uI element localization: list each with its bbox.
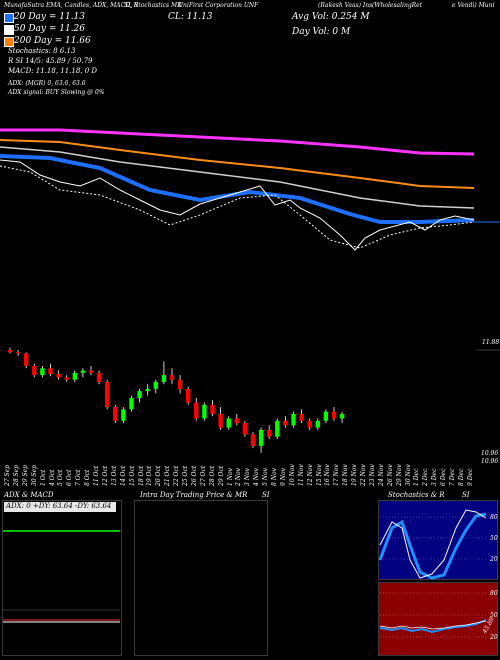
line-magenta — [0, 128, 475, 156]
candle-body — [242, 423, 248, 435]
intraday-panel — [134, 500, 268, 656]
rsi-tick-80: 80 — [490, 590, 498, 597]
line-signal-dotted — [0, 165, 475, 249]
candle-body — [331, 411, 337, 419]
candle-body — [323, 411, 329, 421]
candle-body — [121, 409, 126, 421]
intraday-panel-si: SI — [262, 491, 270, 499]
candle-body — [56, 373, 61, 378]
candle-body — [137, 391, 142, 398]
candle-body — [40, 368, 45, 376]
adx-values-box — [4, 502, 116, 512]
ema50-legend-swatch — [4, 25, 14, 35]
candle-body — [113, 407, 118, 421]
candle-body — [291, 413, 296, 426]
line-white — [0, 146, 475, 209]
candle-body — [88, 370, 94, 373]
candle-body — [129, 397, 134, 410]
candle-body — [153, 381, 158, 389]
candle-body — [145, 388, 150, 392]
candle-body — [80, 370, 86, 373]
stoch-panel-si: SI — [462, 491, 470, 499]
adx-panel — [2, 500, 122, 656]
adx-panel-title: ADX & MACD — [4, 491, 54, 499]
main-price-chart — [0, 128, 500, 453]
header-line-1-mid1: SI, Stochastics MR — [124, 2, 182, 9]
candle-body — [218, 413, 223, 428]
rsi-white — [379, 620, 487, 630]
intraday-panel-title: Intra Day Trading Price & MR — [140, 491, 248, 499]
candle-body — [258, 429, 264, 446]
candle-body — [161, 375, 167, 382]
candle-body — [96, 372, 102, 382]
header-line-1-right3: e Vendi) Muni — [452, 2, 495, 9]
stoch-tick-80: 80 — [490, 514, 498, 521]
adx-signal: ADX signal: BUY Slowing @ 0% — [8, 89, 105, 96]
line-blue — [0, 154, 475, 224]
rsi-tick-20: 20 — [490, 634, 498, 641]
ema50-legend: 50 Day = 11.26 — [14, 24, 86, 34]
stoch-tick-20: 20 — [490, 556, 498, 563]
stoch-white — [379, 509, 487, 579]
rsi-tick-50: 50 — [490, 612, 498, 619]
stoch-tick-50: 50 — [490, 535, 498, 542]
stochastics-reading: Stochastics: 8 6.13 — [8, 47, 76, 55]
ema20-legend: 20 Day = 11.13 — [14, 12, 86, 22]
ema20-legend-swatch — [4, 13, 14, 23]
candle-body — [283, 420, 288, 426]
candle-body — [105, 381, 110, 408]
candle-body — [210, 404, 215, 414]
candle-body — [169, 375, 175, 380]
candle-body — [250, 434, 256, 446]
candle-body — [267, 429, 272, 437]
stoch-blue — [378, 512, 487, 580]
adx-reading: ADX: (MGR) 0, 63.6, 63.6 — [8, 80, 86, 87]
candle-body — [177, 379, 183, 389]
avg-volume: Avg Vol: 0.254 M — [292, 12, 370, 22]
candle-body — [202, 404, 207, 419]
rsi-reading: R SI 14/5: 45.89 / 50.79 — [8, 57, 93, 65]
candle-body — [186, 388, 191, 403]
ema200-legend: 200 Day = 11.66 — [14, 36, 91, 46]
candle-body — [64, 377, 69, 380]
close-price: CL: 11.13 — [168, 12, 213, 22]
candle-body — [32, 365, 37, 376]
header-line-1-left: MunafaSutra EMA, Candles, ADX, MACD, R — [4, 2, 139, 9]
adx-values: ADX: 0 +DY: 63.64 -DY: 63.64 — [6, 502, 112, 510]
candle-body — [307, 420, 312, 428]
rsi-blue — [379, 619, 487, 634]
price-label-top: 11.88 — [482, 339, 500, 346]
candle-body — [72, 372, 77, 380]
header-line-1-right1: (Rakesh Vaas) Ins — [318, 2, 373, 9]
candle-body — [48, 368, 53, 374]
macd-reading: MACD: 11.18, 11.18, 0 D — [8, 67, 98, 75]
line-orange — [0, 139, 475, 189]
rsi-panel — [378, 582, 498, 656]
day-volume: Day Vol: 0 M — [292, 27, 351, 37]
candle-body — [299, 413, 304, 421]
price-label-bottom-1: 10.96 — [481, 450, 499, 457]
candle-body — [275, 420, 280, 437]
candle-body — [194, 402, 199, 419]
price-label-bottom-2: 10.96 — [481, 458, 499, 465]
candle-body — [226, 418, 231, 428]
candle-body — [315, 420, 320, 428]
stoch-panel-title: Stochastics & R — [388, 491, 445, 499]
header-line-1-right2: (WholesalingRet — [372, 2, 423, 9]
ema200-legend-swatch — [4, 37, 14, 47]
header-line-1-mid2: UniFirst Corporation UNF — [178, 2, 259, 9]
candle-body — [339, 413, 345, 419]
candle-body — [24, 353, 29, 366]
candle-body — [15, 352, 21, 354]
candle-body — [234, 418, 239, 424]
candle-body — [7, 350, 13, 353]
